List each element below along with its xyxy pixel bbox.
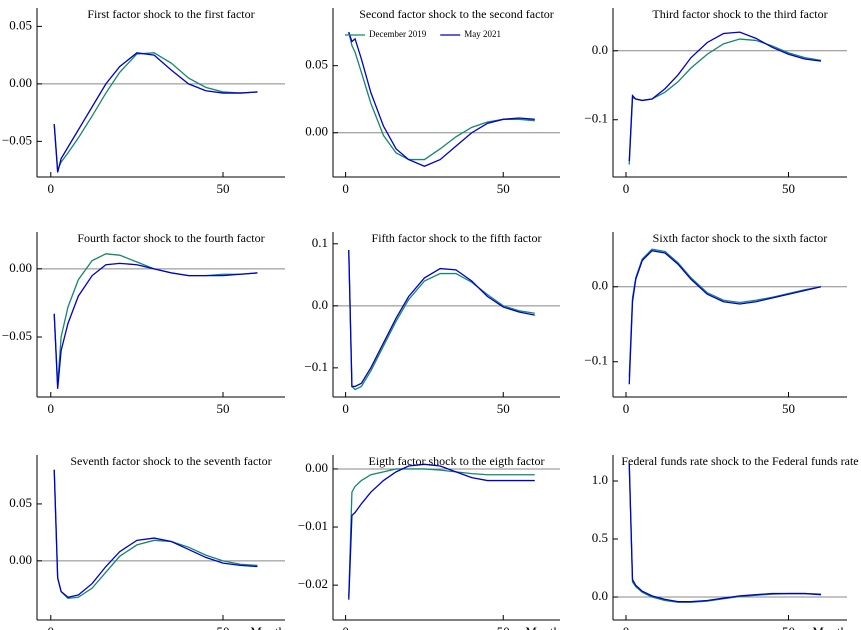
y-tick-label: −0.1 <box>304 359 328 374</box>
y-tick-label: 0.05 <box>305 57 328 72</box>
x-tick-label: 50 <box>497 401 510 416</box>
y-tick-label: −0.05 <box>2 132 32 147</box>
x-tick-label: 50 <box>217 181 230 196</box>
x-tick-label: 50 <box>782 401 795 416</box>
series-line <box>53 262 258 389</box>
y-tick-label: 0.1 <box>312 235 328 250</box>
chart-title: Third factor shock to the third factor <box>652 7 827 21</box>
series-line <box>628 250 822 385</box>
series-line <box>53 469 258 598</box>
y-tick-label: 0.0 <box>592 278 608 293</box>
legend-label: May 2021 <box>464 29 501 39</box>
y-tick-label: 0.0 <box>592 588 608 603</box>
series-line <box>628 463 822 603</box>
series-line <box>53 253 258 385</box>
chart-title: Seventh factor shock to the seventh fact… <box>70 454 271 468</box>
x-tick-label: 0 <box>623 181 630 196</box>
x-tick-label: 50 <box>497 624 510 630</box>
legend-label: December 2019 <box>369 29 427 39</box>
y-tick-label: 0.0 <box>312 297 328 312</box>
x-tick-label: 0 <box>342 181 349 196</box>
y-tick-label: 0.00 <box>305 460 328 475</box>
y-tick-label: −0.01 <box>298 518 328 533</box>
series-line <box>348 249 535 391</box>
chart-title: Fifth factor shock to the fifth factor <box>372 231 542 245</box>
chart-title: Federal funds rate shock to the Federal … <box>621 454 858 468</box>
chart-title: Fourth factor shock to the fourth factor <box>77 231 264 245</box>
x-tick-label: 0 <box>623 624 630 630</box>
x-tick-label: 50 <box>497 181 510 196</box>
y-tick-label: 1.0 <box>592 472 608 487</box>
y-tick-label: 0.5 <box>592 530 608 545</box>
series-line <box>53 52 258 173</box>
x-axis-label: Month <box>525 624 560 630</box>
chart-title: Sixth factor shock to the sixth factor <box>653 231 828 245</box>
series-line <box>348 468 535 597</box>
x-tick-label: 0 <box>48 181 55 196</box>
series-line <box>348 463 535 600</box>
series-line <box>628 248 822 377</box>
x-tick-label: 50 <box>782 624 795 630</box>
y-tick-label: −0.1 <box>584 111 608 126</box>
chart-title: Second factor shock to the second factor <box>359 7 554 21</box>
y-tick-label: 0.05 <box>9 495 32 510</box>
x-tick-label: 50 <box>217 624 230 630</box>
y-tick-label: 0.00 <box>305 124 328 139</box>
x-axis-label: Month <box>812 624 847 630</box>
y-tick-label: −0.05 <box>2 328 32 343</box>
y-tick-label: 0.0 <box>592 42 608 57</box>
y-tick-label: 0.00 <box>9 75 32 90</box>
series-line <box>348 249 535 388</box>
chart-title: Eigth factor shock to the eigth factor <box>369 454 545 468</box>
x-axis-label: Month <box>250 624 285 630</box>
x-tick-label: 0 <box>342 624 349 630</box>
chart-title: First factor shock to the first factor <box>87 7 254 21</box>
x-tick-label: 50 <box>217 401 230 416</box>
series-line <box>53 52 258 171</box>
x-tick-label: 50 <box>782 181 795 196</box>
series-line <box>628 38 822 165</box>
y-tick-label: 0.05 <box>9 17 32 32</box>
series-line <box>628 463 822 603</box>
y-tick-label: 0.00 <box>9 552 32 567</box>
series-line <box>348 31 535 167</box>
series-line <box>628 31 822 162</box>
x-tick-label: 0 <box>48 624 55 630</box>
x-tick-label: 0 <box>623 401 630 416</box>
series-line <box>348 31 535 161</box>
x-tick-label: 0 <box>48 401 55 416</box>
y-tick-label: 0.00 <box>9 260 32 275</box>
series-line <box>53 469 258 600</box>
y-tick-label: −0.1 <box>584 353 608 368</box>
y-tick-label: −0.02 <box>298 576 328 591</box>
x-tick-label: 0 <box>342 401 349 416</box>
